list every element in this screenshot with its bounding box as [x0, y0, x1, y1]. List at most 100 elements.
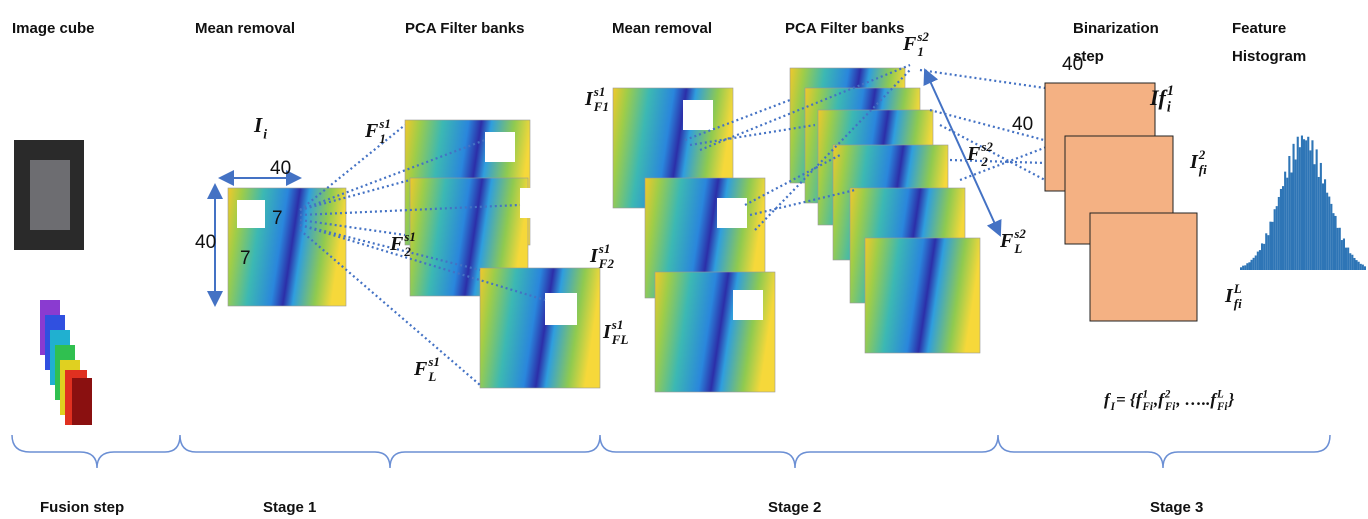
histogram-bar — [1263, 243, 1266, 270]
math-subscript: 2 — [403, 244, 411, 259]
histogram-bar — [1279, 188, 1282, 270]
step-header: Image cube — [12, 20, 95, 37]
math-superscript: L — [1216, 388, 1224, 400]
histogram-bar — [1361, 264, 1364, 270]
math-symbol: f — [1136, 390, 1144, 409]
math-superscript: s1 — [611, 317, 624, 332]
window — [485, 132, 515, 162]
heatmap — [864, 237, 981, 354]
math-superscript: L — [1233, 281, 1242, 296]
histogram-bar — [1288, 155, 1291, 270]
histogram-bar — [1277, 196, 1280, 270]
math-symbol: If — [1149, 85, 1169, 110]
stage-brace — [11, 434, 1331, 469]
histogram-bar — [1338, 227, 1341, 270]
histogram-bar — [1248, 262, 1251, 270]
math-symbol: F — [999, 230, 1014, 252]
math-superscript: s2 — [980, 139, 993, 154]
histogram-bar — [1254, 255, 1257, 270]
window — [683, 100, 713, 130]
math-symbol: f — [1158, 390, 1166, 409]
math-symbol: F — [902, 33, 917, 55]
stage-label: Stage 3 — [1150, 499, 1203, 516]
math-subscript: F1 — [593, 99, 609, 114]
math-symbol: f — [1210, 390, 1218, 409]
window — [237, 200, 265, 228]
histogram-bar — [1315, 149, 1318, 270]
math-subscript: 2 — [980, 154, 988, 169]
step-header: Histogram — [1232, 48, 1306, 65]
dimension-label: 40 — [270, 158, 291, 179]
math-subscript: 1 — [917, 44, 924, 59]
math-symbol: F — [389, 233, 404, 255]
math-subscript: L — [1013, 241, 1022, 256]
math-superscript: s1 — [403, 229, 416, 244]
histogram-bar — [1345, 247, 1348, 270]
math-subscript: Fi — [1216, 401, 1228, 413]
dimension-label: 7 — [240, 248, 251, 269]
math-symbol: I — [1189, 151, 1199, 173]
math-subscript: Fi — [1164, 401, 1176, 413]
histogram-bar — [1271, 221, 1274, 270]
step-header: Mean removal — [195, 20, 295, 37]
histogram-bar — [1267, 235, 1270, 270]
math-subscript: F2 — [598, 256, 615, 271]
histogram-bar — [1363, 266, 1366, 270]
image-cube — [40, 300, 92, 425]
window — [717, 198, 747, 228]
dimension-label: 40 — [1062, 54, 1083, 75]
math-symbol: F — [364, 120, 379, 142]
histogram-bar — [1334, 215, 1337, 270]
step-header: Binarization — [1073, 20, 1159, 37]
histogram-bar — [1305, 140, 1308, 270]
histogram-bar — [1292, 143, 1295, 270]
histogram-bar — [1294, 159, 1297, 270]
math-subscript: I — [1110, 401, 1116, 413]
math-superscript: s1 — [427, 354, 440, 369]
math-subscript: i — [1167, 100, 1171, 116]
histogram-bar — [1256, 251, 1259, 270]
step-header: Feature — [1232, 20, 1286, 37]
histogram-bar — [1349, 253, 1352, 270]
math-superscript: 1 — [1143, 388, 1149, 400]
histogram-bar — [1336, 227, 1339, 270]
math-subscript: Fi — [1142, 401, 1154, 413]
histogram-bar — [1242, 265, 1245, 270]
histogram-bar — [1317, 176, 1320, 270]
window — [520, 188, 550, 218]
histogram-bar — [1326, 192, 1329, 270]
histogram-bar — [1359, 263, 1362, 270]
histogram-bar — [1246, 263, 1249, 270]
histogram-bar — [1286, 177, 1289, 270]
histogram-bar — [1303, 139, 1306, 270]
histogram-bar — [1300, 135, 1303, 270]
math-subscript: 1 — [379, 131, 386, 146]
heatmaps — [227, 67, 981, 393]
window — [733, 290, 763, 320]
histogram-bar — [1273, 209, 1276, 270]
histogram-bar — [1321, 183, 1324, 270]
math-superscript: s2 — [1013, 226, 1026, 241]
heatmap — [479, 267, 601, 389]
math-symbol: F — [966, 143, 981, 165]
dimension-arrows — [207, 68, 1002, 307]
histogram-bar — [1353, 257, 1356, 270]
histogram-bar — [1309, 150, 1312, 270]
histogram-bar — [1330, 203, 1333, 270]
math-symbol: f — [1104, 390, 1112, 409]
histogram-bar — [1319, 162, 1322, 270]
histogram-bar — [1290, 172, 1293, 270]
math-symbol: F — [413, 358, 428, 380]
math-superscript: 2 — [1164, 388, 1171, 400]
histogram-bar — [1324, 179, 1327, 270]
histogram-bar — [1265, 233, 1268, 270]
histogram-bar — [1261, 243, 1264, 270]
math-symbol: I — [589, 245, 599, 267]
histogram-bar — [1332, 213, 1335, 270]
histogram-bar — [1313, 164, 1316, 270]
math-superscript: 2 — [1198, 147, 1206, 162]
histogram-bar — [1244, 265, 1247, 270]
math-text: = { — [1116, 390, 1137, 409]
math-text: , — [1153, 390, 1158, 409]
